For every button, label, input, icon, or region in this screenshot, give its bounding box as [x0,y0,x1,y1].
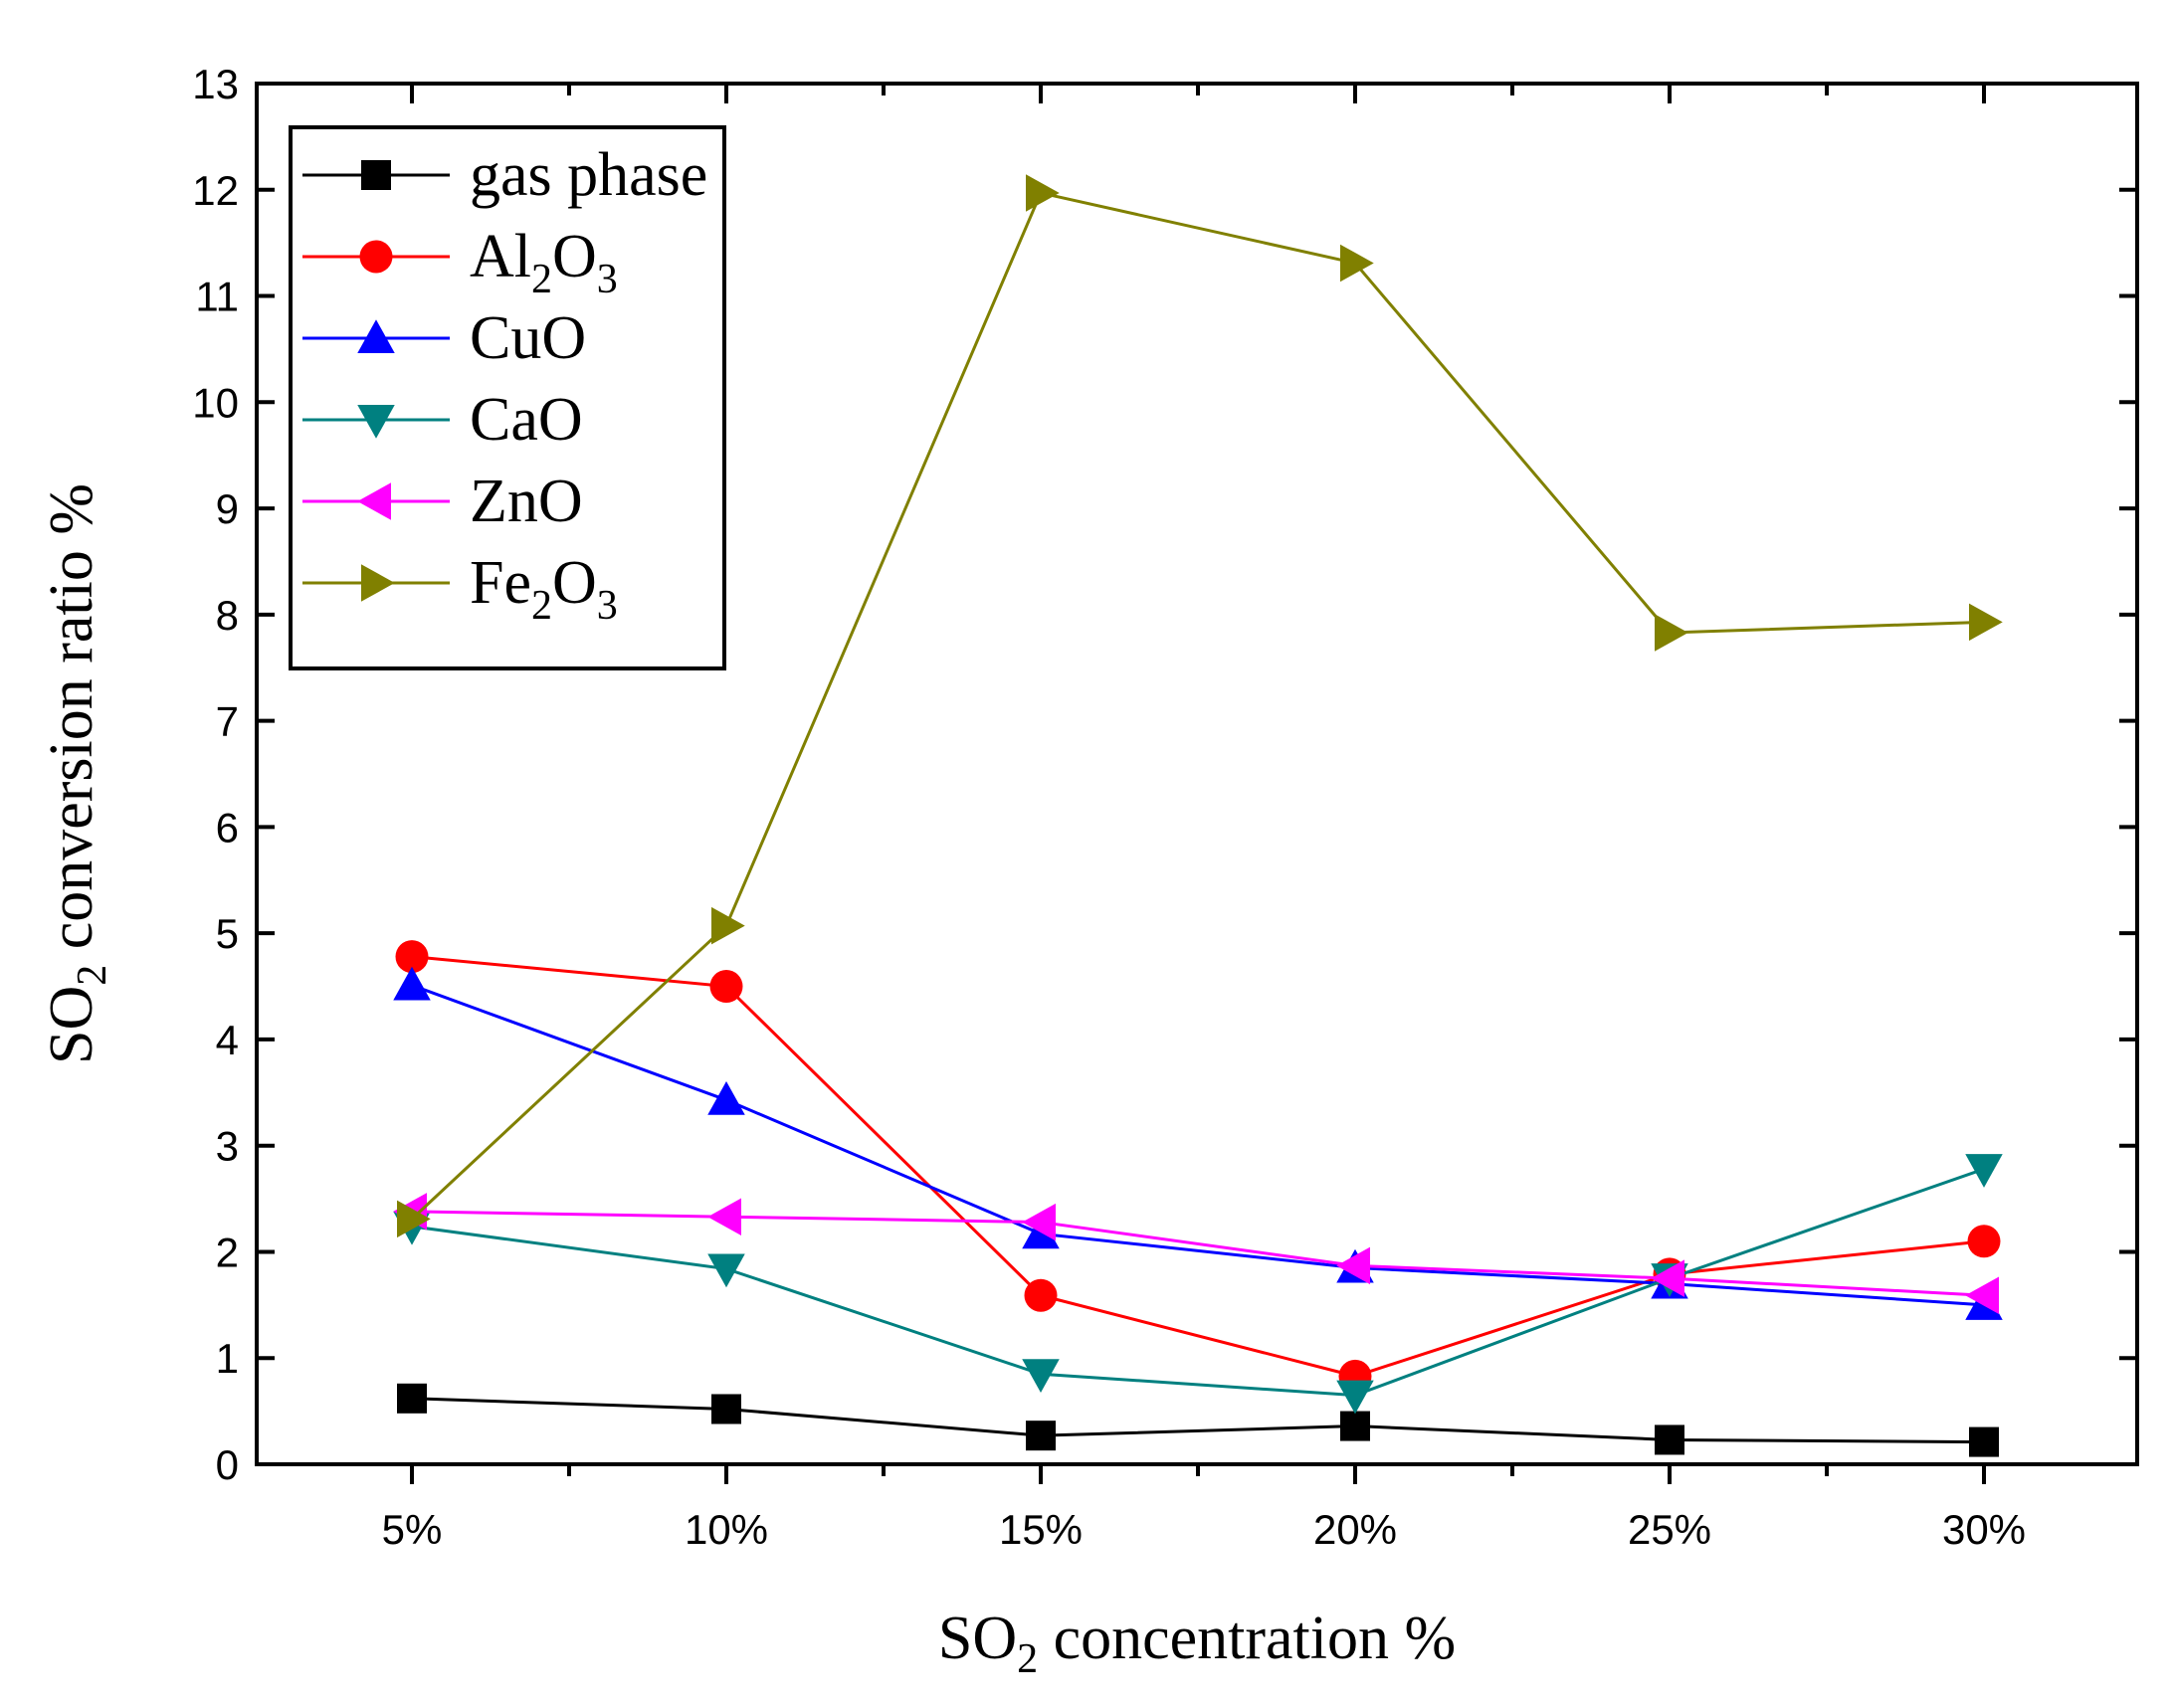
legend-label-part: CuO [470,304,586,372]
data-point [711,1394,741,1424]
legend-marker [359,240,393,274]
series-cuo [393,966,2003,1320]
x-tick-labels: 5% 10% 15% 20% 25% 30% [382,1506,2026,1553]
data-point [397,1200,431,1238]
legend-label-part: 3 [597,583,618,629]
data-point [1336,1380,1374,1415]
data-point [1655,614,1688,652]
data-point [1340,244,1374,283]
data-point [1965,1154,2003,1188]
data-point [707,1253,745,1288]
data-point [393,966,431,1001]
x-tick-label: 25% [1628,1506,1711,1553]
legend-label-part: O [552,549,597,617]
y-axis-label: SO2 conversion ratio % [38,483,115,1064]
data-point [1022,1203,1056,1241]
y-tick-label: 2 [216,1229,239,1275]
series-line [411,955,1985,1378]
legend-label-part: CaO [470,386,583,454]
legend-label: Al2O3 [470,223,618,302]
legend-item: gas phase [302,141,707,209]
legend-label-part: 3 [597,257,618,302]
series-zno [393,1193,1999,1314]
legend-item: ZnO [302,468,583,535]
legend-marker [361,564,395,602]
series-line [410,191,1985,1221]
data-point [1967,1225,2001,1258]
data-point [711,906,745,945]
legend-label-part: Fe [470,549,531,617]
data-point [1969,1426,1999,1457]
y-tick-label: 13 [192,61,239,107]
legend-item: CuO [302,304,586,372]
data-point [1336,1246,1370,1285]
legend-label: Fe2O3 [470,549,618,629]
legend-marker [357,405,395,439]
data-point [1965,1276,1999,1314]
y-tick-label: 12 [192,167,239,214]
data-point [1026,1421,1056,1451]
y-tick-label: 11 [195,274,239,320]
x-tick-label: 15% [999,1506,1083,1553]
plot-frame [255,82,2139,1466]
data-point [1022,1359,1060,1393]
legend-label-part: Al [470,223,531,290]
data-point [395,940,429,974]
y-tick-label: 7 [216,698,239,745]
y-tick-label: 3 [216,1123,239,1170]
y-tick-label: 1 [216,1335,239,1382]
y-tick-label: 10 [192,379,239,426]
legend-label: ZnO [470,468,583,535]
legend-item: Al2O3 [302,223,618,302]
legend-marker [361,160,391,190]
y-tick-label: 0 [216,1441,239,1488]
x-tick-label: 30% [1942,1506,2026,1553]
legend-item: CaO [302,386,583,454]
legend-label-part: O [552,223,597,290]
series-line [411,1167,1985,1398]
legend-label-part: gas phase [470,141,707,209]
series-line [411,984,1985,1307]
legend-marker [357,482,391,520]
series-fe2o3 [397,174,2003,1238]
data-point [1340,1411,1370,1441]
legend-label-part: ZnO [470,468,583,535]
series-line [411,1210,1985,1297]
y-tick-label: 5 [216,910,239,957]
data-point [1969,603,2003,642]
legend-label: CuO [470,304,586,372]
data-point [1026,174,1060,212]
legend-label-part: 2 [531,257,552,302]
data-point [707,1198,741,1235]
legend-label-part: 2 [531,583,552,629]
data-point [397,1383,427,1414]
y-tick-label: 9 [216,485,239,532]
data-point [709,970,743,1004]
y-tick-label: 4 [216,1017,239,1063]
series-line [411,1397,1985,1444]
y-tick-label: 8 [216,592,239,639]
axis-ticks [257,82,2137,1484]
y-tick-label: 6 [216,804,239,851]
series-group [393,174,2003,1457]
data-point [1651,1259,1684,1297]
legend-marker [357,319,395,353]
x-tick-label: 20% [1313,1506,1397,1553]
series-gas-phase [397,1383,1999,1457]
x-tick-label: 10% [685,1506,768,1553]
data-point [707,1081,745,1115]
x-tick-label: 5% [382,1506,443,1553]
legend-label: gas phase [470,141,707,209]
legend-item: Fe2O3 [302,549,618,629]
data-point [1655,1424,1684,1455]
legend-label: CaO [470,386,583,454]
x-axis-label: SO2 concentration % [938,1605,1456,1682]
data-point [1024,1278,1058,1312]
